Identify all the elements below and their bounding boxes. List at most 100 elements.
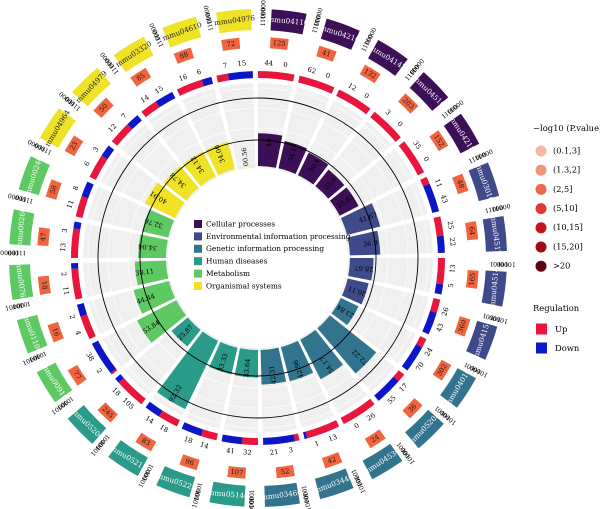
up-count-label: 4 [73, 329, 82, 336]
rich-factor-bar [144, 182, 185, 219]
down-count-label: 18 [110, 386, 122, 398]
scale-tick-label: 100 [28, 353, 42, 364]
gene-count-label: 85 [135, 71, 147, 82]
scale-tick-label: 100 [313, 14, 323, 27]
rich-factor-group: 28.67 [348, 258, 374, 281]
category-label: Human diseases [206, 257, 268, 266]
up-regulation-bar [118, 378, 146, 405]
gene-count-label: 36 [407, 402, 419, 414]
gene-count-box [227, 465, 247, 479]
up-count-label: 11 [65, 199, 75, 210]
scale-tick-label: 100 [302, 491, 311, 504]
scale-tick-label: 10 [466, 362, 476, 372]
regulation-legend-label: Up [555, 324, 567, 334]
gene-count-box [465, 269, 479, 289]
scale-tick-label: 1 [68, 395, 75, 403]
up-count-label: 7 [222, 62, 227, 70]
scale-tick-label: 10 [471, 154, 481, 164]
down-count-label: 0 [353, 422, 361, 431]
down-count-label: 0 [396, 120, 405, 129]
scale-tick-label: 100 [353, 474, 364, 488]
gene-count-box [37, 227, 51, 247]
scale-tick-label: 10 [62, 397, 73, 407]
up-count-label: 32 [243, 448, 252, 457]
scale-tick-label: 10 [406, 69, 416, 80]
up-count-label: 17 [398, 382, 410, 394]
pathway-block [368, 39, 408, 76]
scale-tick-label: 10 [312, 21, 321, 30]
rich-factor-group: 72.22 [317, 315, 377, 374]
pvalue-legend-dot [535, 203, 547, 215]
rich-factor-group: 25.83 [329, 187, 359, 216]
up-count-label: 16 [178, 73, 189, 83]
up-count-label: 3 [288, 446, 293, 454]
category-swatch [194, 232, 202, 241]
up-count-label: 6 [83, 160, 92, 168]
rich-factor-label: 36.9 [363, 239, 379, 249]
track-gridline [107, 107, 409, 409]
rich-factor-group: 25.87 [171, 317, 201, 347]
rich-factor-bar [329, 187, 359, 216]
pathway-block [443, 113, 480, 154]
rich-factor-group: 34.00 [205, 141, 236, 176]
down-count-label: 2 [59, 271, 67, 276]
scale-tick-label: 1000 [191, 492, 202, 509]
up-regulation-bar [241, 437, 258, 446]
rich-factor-label: 28.67 [354, 264, 374, 274]
scale-tick-label: 1000 [495, 203, 512, 213]
down-count-label: 43 [439, 194, 449, 205]
up-regulation-bar [141, 101, 160, 118]
pathway-block [468, 162, 500, 202]
category-swatch [194, 282, 202, 290]
rich-factor-bar [280, 340, 314, 382]
gene-count-box [67, 364, 87, 386]
regulation-legend-swatch [536, 323, 547, 335]
category-swatch [194, 257, 202, 266]
down-regulation-bar [101, 145, 115, 160]
scale-tick-label: 1000 [303, 495, 313, 509]
scale-tick-label: 1 [482, 311, 488, 319]
pvalue-legend-dot [535, 164, 547, 176]
gene-count-box [429, 130, 449, 152]
pvalue-legend-label: (2,5] [553, 184, 572, 194]
down-regulation-bar [434, 283, 444, 295]
down-count-label: 70 [414, 361, 425, 373]
pathway-block [156, 466, 196, 498]
gene-count-label: 52 [280, 467, 290, 476]
track-gridline [87, 87, 429, 429]
gene-count-box [47, 321, 64, 343]
rich-factor-group: 34.12 [183, 151, 216, 187]
category-swatch [194, 244, 202, 253]
gene-count-label: 83 [140, 436, 152, 447]
scale-tick-label: 1000 [5, 303, 22, 313]
reference-circle [139, 139, 377, 377]
rich-factor-group: 92.32 [157, 331, 219, 410]
scale-tick-label: 1 [208, 26, 216, 31]
gene-count-box [321, 452, 343, 469]
scale-tick-label: 1 [440, 113, 447, 121]
down-count-label: 1 [314, 439, 321, 448]
pvalue-legend-label: (15,20] [553, 241, 583, 251]
gene-count-box [432, 359, 452, 381]
pathway-id-label: mmu04514 [488, 267, 501, 309]
rich-factor-bar [340, 203, 381, 236]
gene-count-label: 77 [71, 369, 82, 381]
pathway-block [108, 440, 148, 477]
rich-factor-bar [341, 278, 369, 305]
up-count-label: 2 [95, 367, 104, 375]
gene-count-label: 125 [272, 39, 286, 48]
pvalue-legend-dot [535, 241, 547, 253]
pvalue-legend-title: −log10 (P.value) [533, 123, 600, 133]
scale-tick-label: 1000 [492, 314, 509, 325]
scale-tick-label: 100 [496, 260, 508, 267]
rich-factor-group: 32.76 [142, 209, 175, 238]
up-regulation-bar [89, 155, 108, 180]
up-regulation-bar [430, 298, 441, 313]
up-regulation-bar [298, 75, 335, 94]
up-regulation-bar [416, 336, 427, 348]
scale-tick-label: 10 [260, 15, 267, 23]
rich-factor-label: 40 [265, 138, 274, 147]
